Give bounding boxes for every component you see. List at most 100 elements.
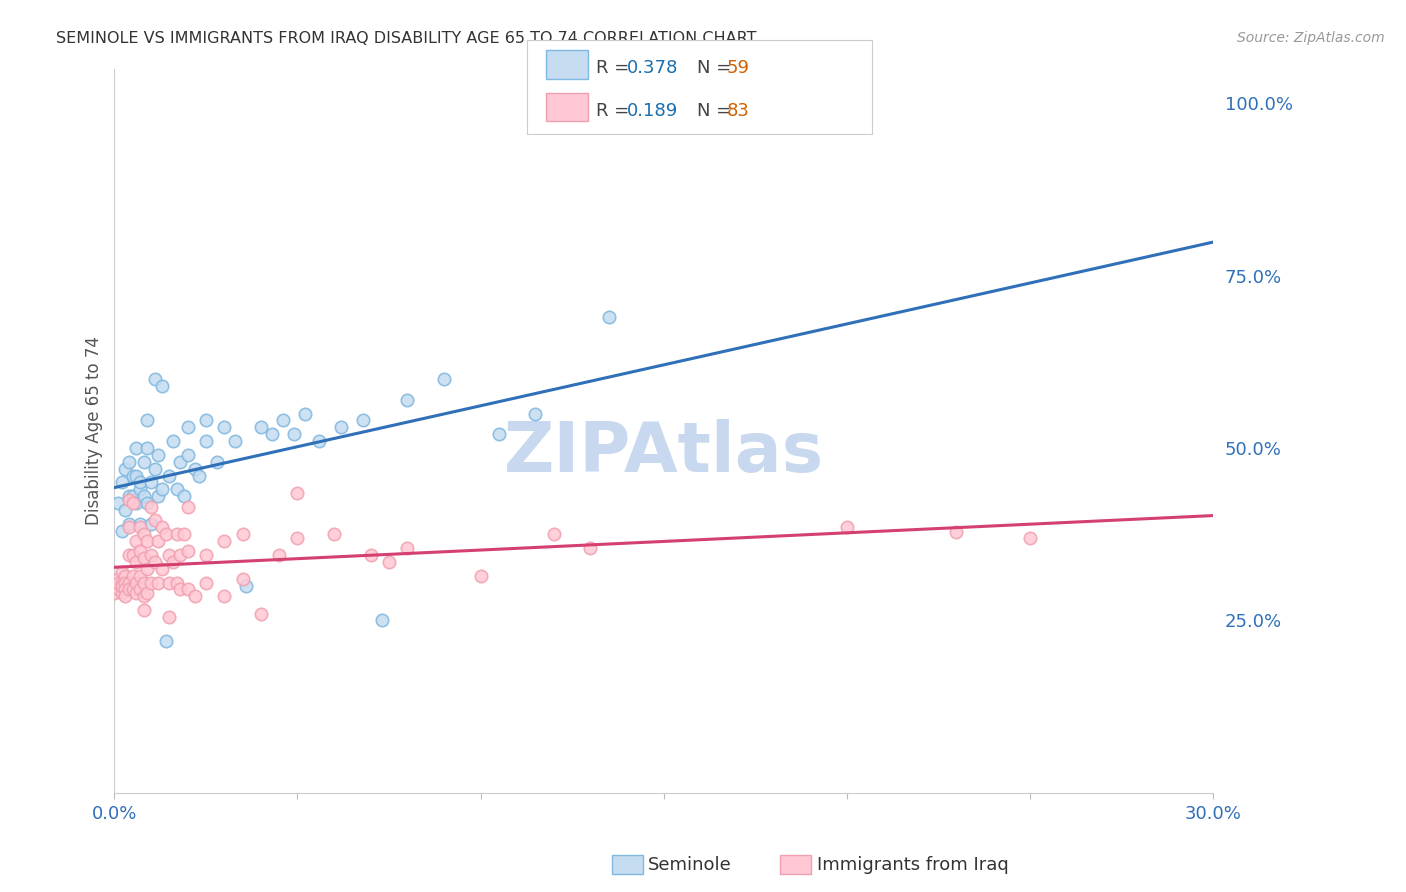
Text: Seminole: Seminole xyxy=(648,856,733,874)
Point xyxy=(132,527,155,541)
Point xyxy=(118,520,141,534)
Point xyxy=(205,455,228,469)
Point xyxy=(232,527,254,541)
Point xyxy=(169,455,191,469)
Point xyxy=(232,572,254,586)
Point xyxy=(114,582,136,597)
Point xyxy=(352,413,374,427)
Point xyxy=(111,475,134,490)
Point xyxy=(132,551,155,566)
Point xyxy=(136,413,159,427)
Point xyxy=(148,448,170,462)
Point xyxy=(139,475,162,490)
Point xyxy=(166,575,188,590)
Point xyxy=(132,575,155,590)
Point xyxy=(169,582,191,597)
Point xyxy=(136,441,159,455)
Point xyxy=(118,492,141,507)
Point xyxy=(166,483,188,497)
Point xyxy=(184,590,207,604)
Point xyxy=(212,534,235,549)
Point xyxy=(121,489,143,503)
Point xyxy=(114,503,136,517)
Point xyxy=(176,544,198,558)
Point xyxy=(212,420,235,434)
Point xyxy=(118,548,141,562)
Point xyxy=(235,579,257,593)
Text: N =: N = xyxy=(697,102,737,120)
Point xyxy=(139,575,162,590)
Text: Immigrants from Iraq: Immigrants from Iraq xyxy=(817,856,1008,874)
Point xyxy=(143,372,166,386)
Point xyxy=(121,548,143,562)
Text: SEMINOLE VS IMMIGRANTS FROM IRAQ DISABILITY AGE 65 TO 74 CORRELATION CHART: SEMINOLE VS IMMIGRANTS FROM IRAQ DISABIL… xyxy=(56,31,756,46)
Point xyxy=(118,455,141,469)
Point xyxy=(524,407,547,421)
Point xyxy=(488,427,510,442)
Point xyxy=(107,496,129,510)
Point xyxy=(148,534,170,549)
Point xyxy=(184,461,207,475)
Point xyxy=(111,575,134,590)
Text: 83: 83 xyxy=(727,102,749,120)
Point xyxy=(107,572,129,586)
Point xyxy=(162,555,184,569)
Point xyxy=(136,586,159,600)
Point xyxy=(162,434,184,449)
Point xyxy=(129,483,152,497)
Point xyxy=(114,461,136,475)
Point xyxy=(212,590,235,604)
Point xyxy=(103,579,125,593)
Text: 0.378: 0.378 xyxy=(627,60,679,78)
Point xyxy=(287,486,309,500)
Point xyxy=(1018,531,1040,545)
Point xyxy=(260,427,283,442)
Point xyxy=(107,575,129,590)
Point xyxy=(121,568,143,582)
Point xyxy=(139,516,162,531)
Point xyxy=(378,555,401,569)
Point xyxy=(125,555,148,569)
Point xyxy=(125,496,148,510)
Point xyxy=(166,527,188,541)
Point xyxy=(579,541,602,555)
Point xyxy=(157,468,180,483)
Point xyxy=(360,548,382,562)
Point xyxy=(121,468,143,483)
Point xyxy=(129,475,152,490)
Point xyxy=(111,579,134,593)
Point xyxy=(121,496,143,510)
Point xyxy=(136,496,159,510)
Point xyxy=(114,575,136,590)
Point xyxy=(294,407,316,421)
Point xyxy=(148,489,170,503)
Point xyxy=(224,434,246,449)
Point xyxy=(150,520,173,534)
Point xyxy=(157,575,180,590)
Point xyxy=(543,527,565,541)
Point xyxy=(194,548,217,562)
Point xyxy=(125,468,148,483)
Point xyxy=(155,634,177,648)
Point xyxy=(132,590,155,604)
Y-axis label: Disability Age 65 to 74: Disability Age 65 to 74 xyxy=(86,336,103,525)
Point xyxy=(132,455,155,469)
Point xyxy=(107,582,129,597)
Point xyxy=(111,524,134,538)
Point xyxy=(118,489,141,503)
Point xyxy=(118,516,141,531)
Point xyxy=(155,527,177,541)
Point xyxy=(396,392,419,407)
Text: 59: 59 xyxy=(727,60,749,78)
Point xyxy=(114,590,136,604)
Point xyxy=(194,575,217,590)
Point xyxy=(287,531,309,545)
Point xyxy=(173,489,195,503)
Point xyxy=(125,575,148,590)
Point xyxy=(269,548,291,562)
Point xyxy=(169,548,191,562)
Point xyxy=(111,586,134,600)
Point xyxy=(330,420,353,434)
Point xyxy=(271,413,294,427)
Point xyxy=(598,310,620,324)
